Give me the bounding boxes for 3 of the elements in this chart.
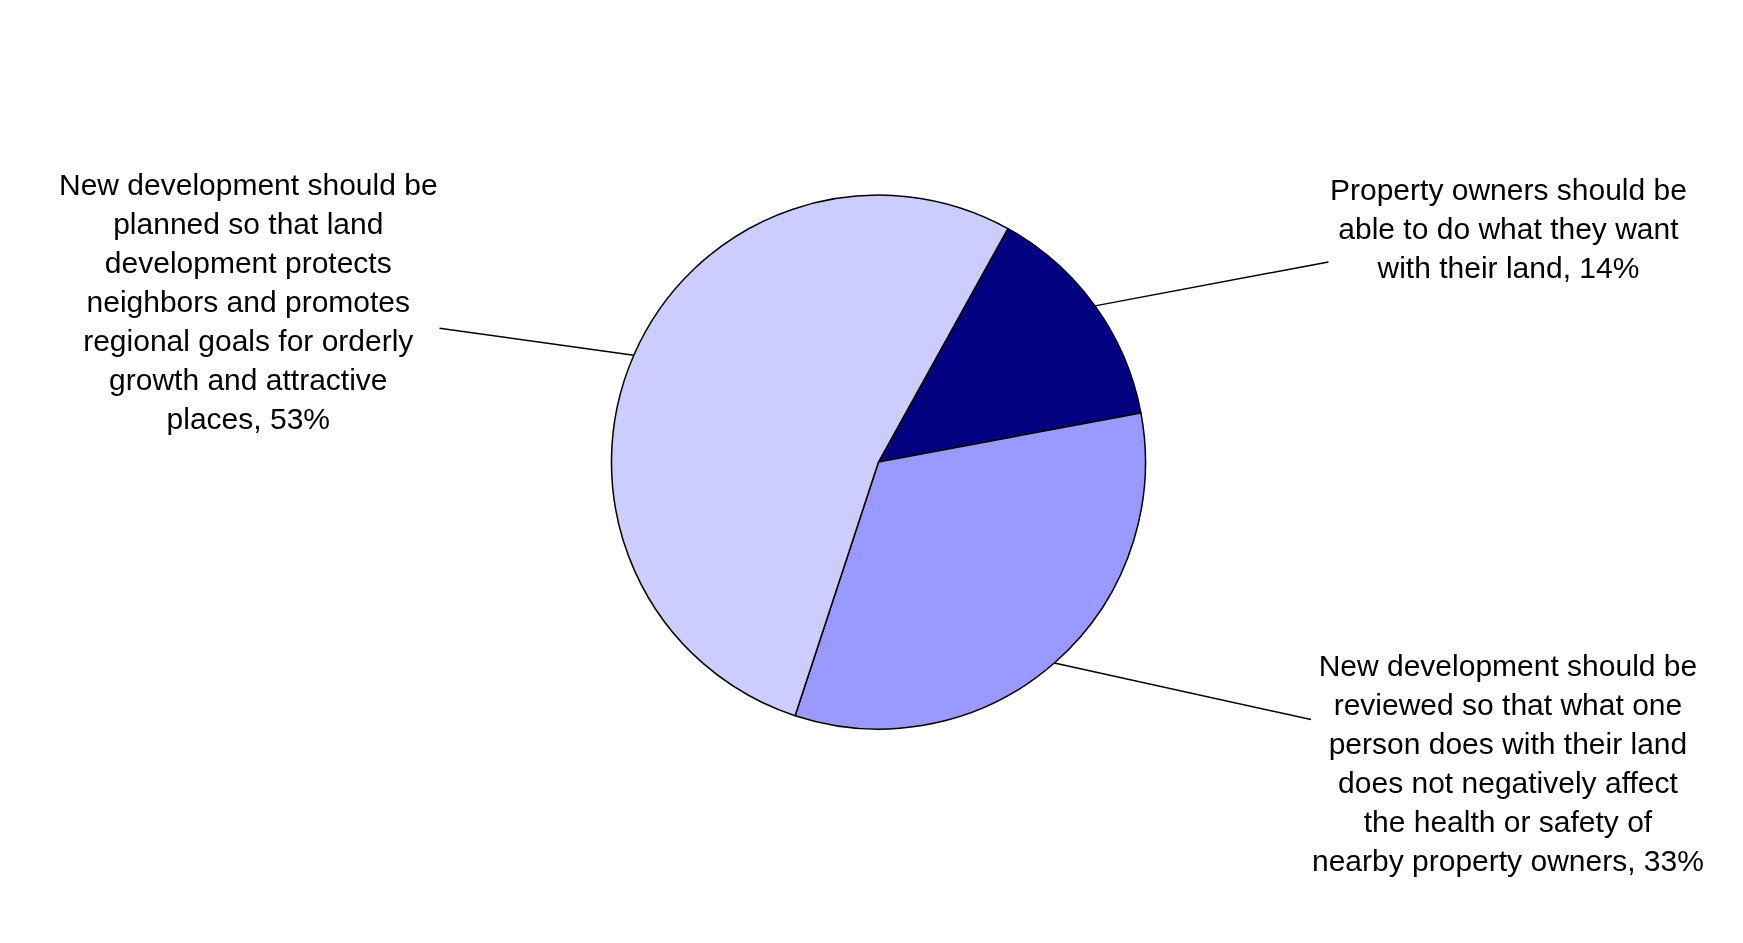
slice-label: Property owners should be able to do what they want with their land, 14% [1330, 173, 1687, 284]
slice-label: New development should be planned so that land development protects neighbors and promotes regional goals for orderly growth and attractive places, 53% [59, 168, 438, 435]
slice-label: New development should be reviewed so that what one person does with their land does not negatively affect the health or safety of nearby property owners, 33% [1312, 649, 1704, 877]
